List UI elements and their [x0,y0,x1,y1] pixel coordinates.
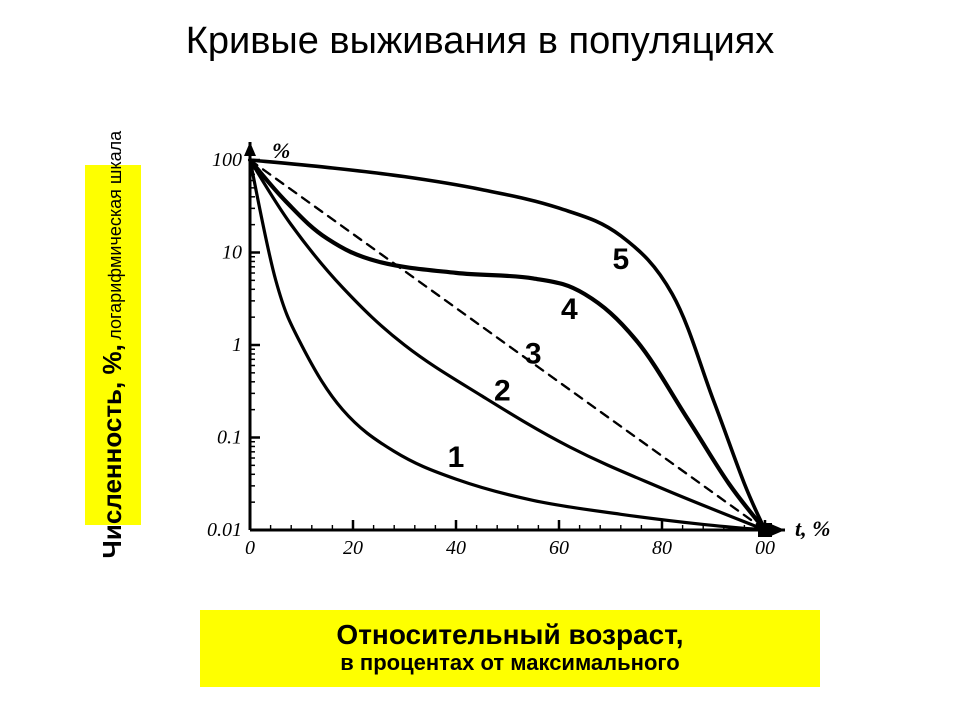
x-tick-label: 60 [549,537,569,559]
y-axis-label-sub: логарифмическая шкала [105,131,125,340]
x-tick-label: 0 [245,537,255,559]
x-axis-unit: t, % [795,516,830,541]
x-axis-label-main: Относительный возраст, [212,620,808,651]
endpoint-marker [758,523,772,537]
curve-label-1: 1 [448,441,465,474]
curve-label-4: 4 [561,293,578,326]
y-tick-label: 0.01 [207,519,242,541]
y-tick-label: 0.1 [217,427,242,449]
x-tick-label: 80 [652,537,672,559]
y-axis-label-box: Численность, %, логарифмическая шкала [85,165,141,525]
y-tick-label: 100 [212,149,242,171]
x-tick-label: 40 [446,537,466,559]
curve-3 [250,160,765,530]
x-tick-label: 20 [343,537,363,559]
y-tick-label: 1 [232,334,242,356]
curve-label-2: 2 [494,375,511,408]
curve-label-5: 5 [612,243,629,276]
x-axis-label-box: Относительный возраст, в процентах от ма… [200,610,820,687]
y-axis-unit: % [272,138,290,163]
y-tick-label: 10 [222,242,242,264]
x-axis-label-sub: в процентах от максимального [212,651,808,675]
survivorship-chart: 1001010.10.0102040608000%t, %12345 [165,130,845,590]
x-tick-label: 00 [755,537,775,559]
y-axis-label-main: Численность, %, [97,345,127,559]
page-title: Кривые выживания в популяциях [0,20,960,63]
curve-label-3: 3 [525,338,542,371]
x-axis-arrow [771,524,785,536]
y-axis-arrow [244,142,256,156]
